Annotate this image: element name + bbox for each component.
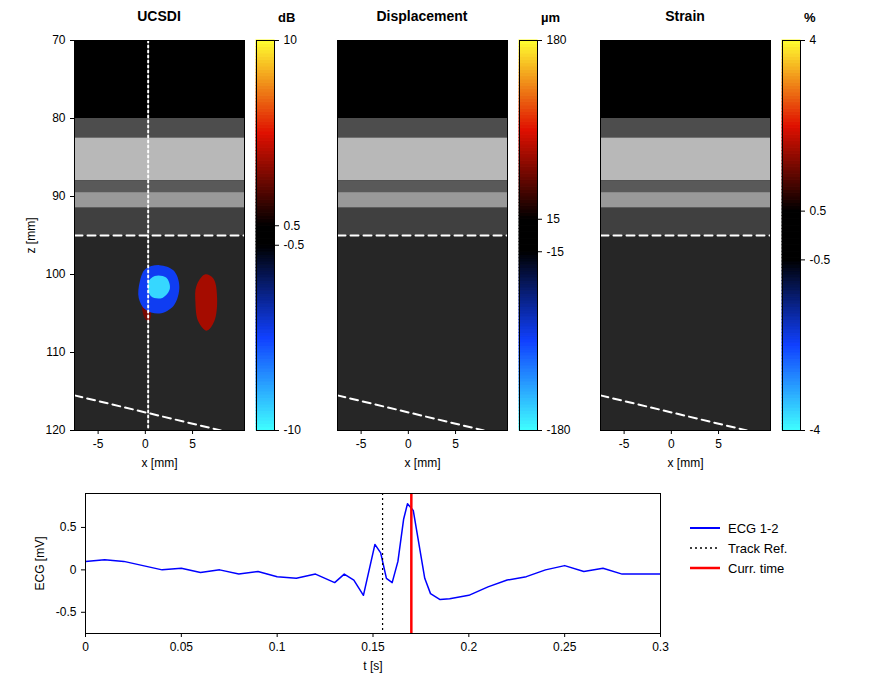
- svg-text:-15: -15: [547, 245, 565, 259]
- svg-text:70: 70: [52, 33, 66, 47]
- svg-text:0.1: 0.1: [269, 640, 286, 654]
- html-text:ECG 1-2: ECG 1-2: [728, 520, 779, 536]
- svg-text:ECG [mV]: ECG [mV]: [33, 536, 47, 590]
- svg-text:5: 5: [715, 437, 722, 451]
- svg-text:0.25: 0.25: [553, 640, 577, 654]
- svg-text:100: 100: [45, 267, 65, 281]
- svg-text:0.2: 0.2: [460, 640, 477, 654]
- svg-text:0: 0: [70, 563, 77, 577]
- svg-text:15: 15: [547, 212, 561, 226]
- svg-text:5: 5: [189, 437, 196, 451]
- html-text:Strain: Strain: [665, 8, 705, 24]
- svg-text:-180: -180: [547, 423, 571, 437]
- svg-text:120: 120: [45, 423, 65, 437]
- svg-text:0: 0: [668, 437, 675, 451]
- svg-text:0: 0: [82, 640, 89, 654]
- svg-text:-5: -5: [93, 437, 104, 451]
- svg-text:4: 4: [810, 33, 817, 47]
- html-text:Track Ref.: Track Ref.: [728, 540, 788, 556]
- svg-text:110: 110: [46, 345, 65, 359]
- svg-text:90: 90: [52, 189, 66, 203]
- svg-text:0.5: 0.5: [60, 520, 77, 534]
- svg-text:x [mm]: x [mm]: [405, 456, 441, 470]
- svg-text:-4: -4: [810, 423, 821, 437]
- svg-text:0.05: 0.05: [170, 640, 194, 654]
- svg-text:0.3: 0.3: [652, 640, 669, 654]
- svg-text:0: 0: [142, 437, 149, 451]
- html-text:Displacement: Displacement: [376, 8, 468, 24]
- svg-text:-5: -5: [619, 437, 630, 451]
- svg-text:-0.5: -0.5: [284, 238, 305, 252]
- svg-text:0.5: 0.5: [284, 219, 301, 233]
- svg-text:-10: -10: [284, 423, 302, 437]
- svg-text:0: 0: [405, 437, 412, 451]
- html-text:UCSDI: UCSDI: [137, 8, 181, 24]
- svg-text:-0.5: -0.5: [810, 253, 831, 267]
- svg-text:t [s]: t [s]: [363, 659, 382, 673]
- html-text:dB: dB: [278, 10, 296, 25]
- svg-text:180: 180: [547, 33, 567, 47]
- html-text:µm: µm: [541, 10, 561, 25]
- svg-text:10: 10: [284, 33, 298, 47]
- svg-text:x [mm]: x [mm]: [142, 456, 178, 470]
- svg-text:x [mm]: x [mm]: [668, 456, 704, 470]
- svg-text:0.15: 0.15: [361, 640, 385, 654]
- svg-text:5: 5: [452, 437, 459, 451]
- svg-text:-5: -5: [356, 437, 367, 451]
- svg-text:80: 80: [52, 111, 66, 125]
- svg-text:0.5: 0.5: [810, 204, 827, 218]
- svg-text:z [mm]: z [mm]: [24, 218, 38, 254]
- html-text:Curr. time: Curr. time: [728, 560, 785, 576]
- svg-text:-0.5: -0.5: [56, 605, 77, 619]
